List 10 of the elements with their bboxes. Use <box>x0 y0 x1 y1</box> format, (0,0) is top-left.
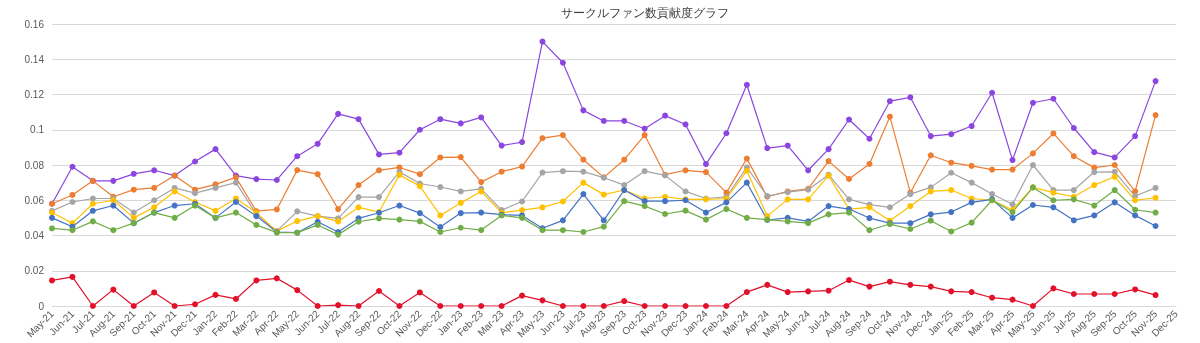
chart-title: サークルファン数貢献度グラフ <box>561 6 729 20</box>
y-tick-label: 0 <box>38 300 45 312</box>
y-tick-label: 0.12 <box>24 89 45 100</box>
y-tick-label: 0.14 <box>24 53 45 65</box>
y-tick-label: 0.16 <box>24 18 45 30</box>
y-tick-label: 0.04 <box>24 230 45 241</box>
y-tick-label: 0.02 <box>24 265 45 277</box>
y-tick-label: 0.06 <box>24 194 45 206</box>
y-tick-label: 0.08 <box>24 159 45 171</box>
y-tick-label: 0.1 <box>30 124 45 136</box>
